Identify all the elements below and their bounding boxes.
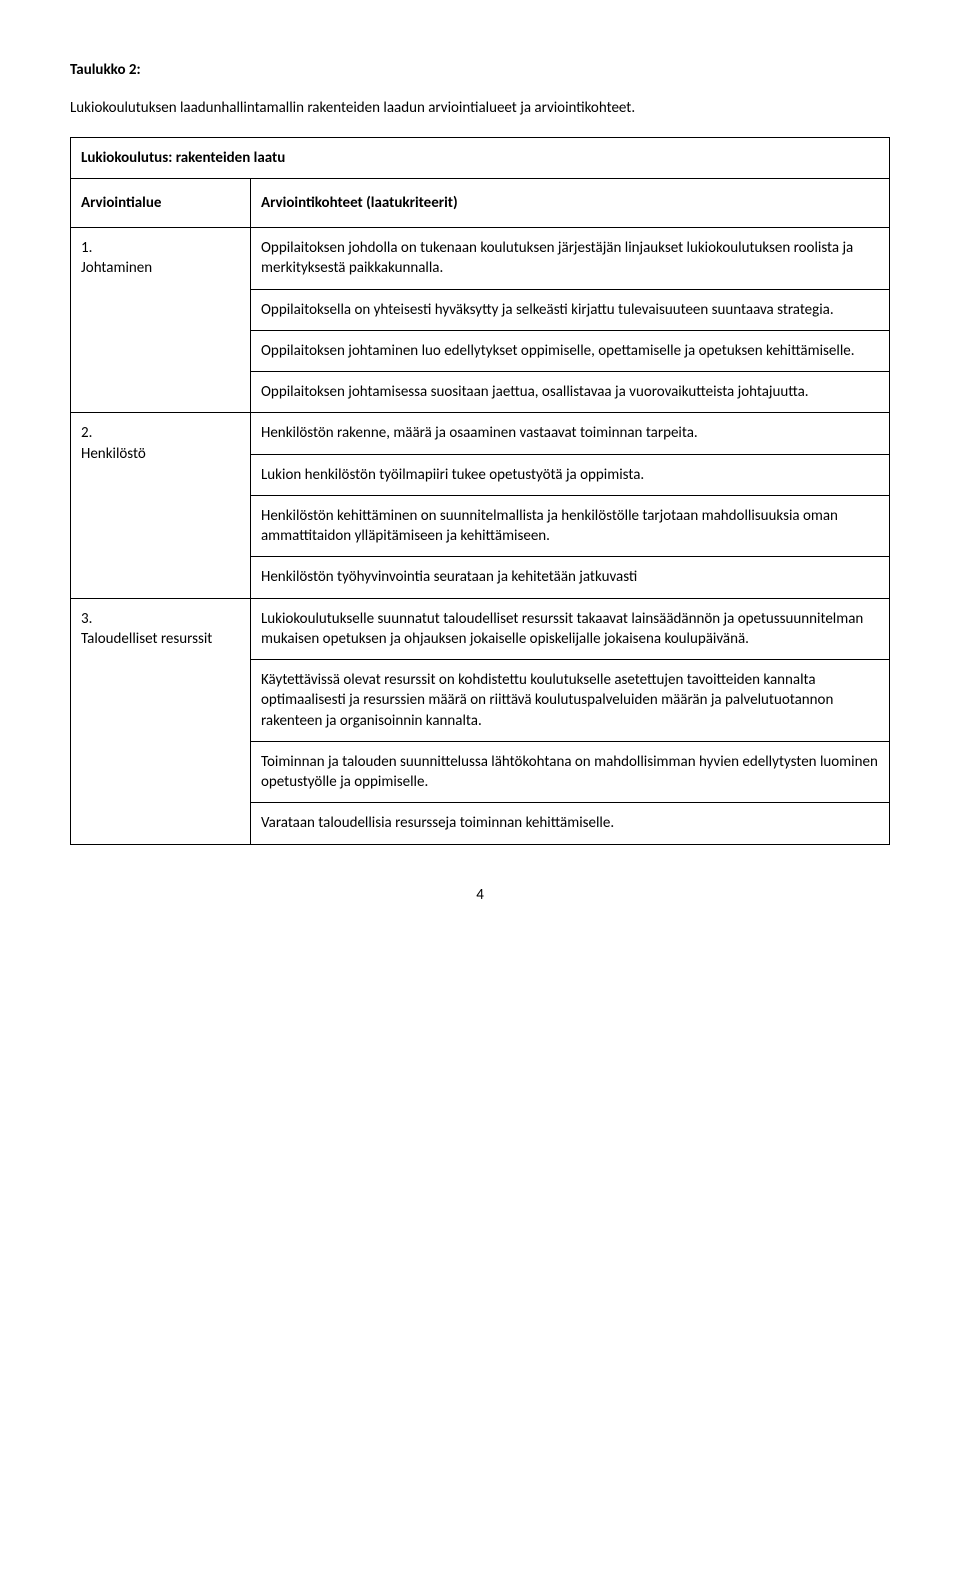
col-header-arviointikohteet: Arviointikohteet (laatukriteerit): [251, 178, 890, 227]
criteria-table: Lukiokoulutus: rakenteiden laatu Arvioin…: [70, 137, 890, 845]
section-title: Lukiokoulutus: rakenteiden laatu: [71, 137, 890, 178]
criteria-cell: Varataan taloudellisia resursseja toimin…: [251, 803, 890, 844]
arviointialue-cell: 3. Taloudelliset resurssit: [71, 598, 251, 844]
col-header-arviointialue: Arviointialue: [71, 178, 251, 227]
criteria-cell: Oppilaitoksella on yhteisesti hyväksytty…: [251, 289, 890, 330]
criteria-cell: Käytettävissä olevat resurssit on kohdis…: [251, 660, 890, 742]
criteria-cell: Henkilöstön kehittäminen on suunnitelmal…: [251, 495, 890, 557]
table-caption: Lukiokoulutuksen laadunhallintamallin ra…: [70, 98, 890, 118]
criteria-cell: Oppilaitoksen johdolla on tukenaan koulu…: [251, 228, 890, 290]
table-label: Taulukko 2:: [70, 60, 890, 80]
arviointialue-cell: 2. Henkilöstö: [71, 413, 251, 598]
criteria-table-body: Lukiokoulutus: rakenteiden laatu Arvioin…: [71, 137, 890, 844]
criteria-cell: Oppilaitoksen johtamisessa suositaan jae…: [251, 372, 890, 413]
arviointialue-cell: 1. Johtaminen: [71, 228, 251, 413]
criteria-cell: Lukiokoulutukselle suunnatut taloudellis…: [251, 598, 890, 660]
criteria-cell: Henkilöstön rakenne, määrä ja osaaminen …: [251, 413, 890, 454]
page-number: 4: [70, 885, 890, 905]
criteria-cell: Toiminnan ja talouden suunnittelussa läh…: [251, 741, 890, 803]
criteria-cell: Oppilaitoksen johtaminen luo edellytykse…: [251, 330, 890, 371]
criteria-cell: Henkilöstön työhyvinvointia seurataan ja…: [251, 557, 890, 598]
criteria-cell: Lukion henkilöstön työilmapiiri tukee op…: [251, 454, 890, 495]
